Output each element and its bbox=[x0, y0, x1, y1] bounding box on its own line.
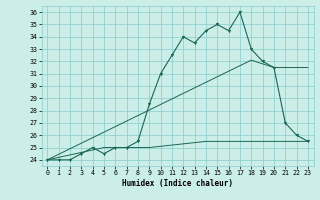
X-axis label: Humidex (Indice chaleur): Humidex (Indice chaleur) bbox=[122, 179, 233, 188]
